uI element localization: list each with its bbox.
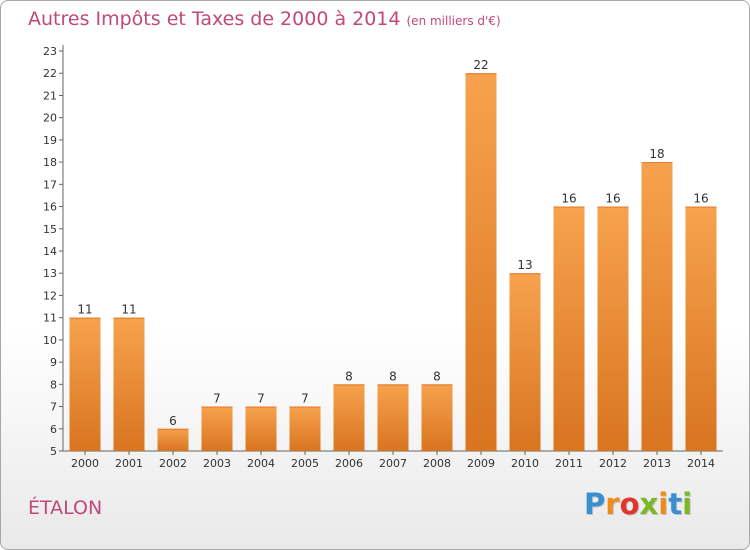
bar-value-label: 11 [121, 303, 136, 317]
x-tick-label: 2011 [555, 457, 583, 470]
x-tick-label: 2009 [467, 457, 495, 470]
bar [245, 406, 277, 451]
x-tick-label: 2004 [247, 457, 275, 470]
x-tick-label: 2007 [379, 457, 407, 470]
x-tick-label: 2001 [115, 457, 143, 470]
x-tick-label: 2005 [291, 457, 319, 470]
y-tick-label: 15 [43, 223, 57, 236]
bar-value-label: 22 [473, 58, 488, 72]
y-tick-label: 19 [43, 134, 57, 147]
chart-title-text: Autres Impôts et Taxes de 2000 à 2014 [28, 8, 401, 30]
bar [465, 73, 497, 451]
chart-subtitle: (en milliers d'€) [406, 14, 501, 28]
bar [641, 162, 673, 451]
bar [553, 206, 585, 451]
logo-letter: r [605, 487, 620, 521]
y-tick-label: 18 [43, 156, 57, 169]
x-tick-label: 2003 [203, 457, 231, 470]
y-tick-label: 20 [43, 112, 57, 125]
y-tick-label: 12 [43, 289, 57, 302]
x-tick-label: 2002 [159, 457, 187, 470]
bar [113, 317, 145, 451]
bar [201, 406, 233, 451]
bar-value-label: 18 [649, 147, 664, 161]
bar-value-label: 16 [605, 192, 620, 206]
x-tick-label: 2008 [423, 457, 451, 470]
y-tick-label: 8 [50, 378, 57, 391]
chart-title: Autres Impôts et Taxes de 2000 à 2014 (en… [28, 8, 501, 30]
logo-letter: o [619, 487, 640, 521]
logo-letter: i [682, 487, 693, 521]
bar-value-label: 8 [389, 369, 397, 383]
logo-letter: t [668, 487, 683, 521]
y-tick-label: 9 [50, 356, 57, 369]
place-name: ÉTALON [28, 497, 103, 519]
bar-value-label: 8 [345, 369, 353, 383]
bar [421, 384, 453, 451]
y-tick-label: 5 [50, 445, 57, 458]
bar [597, 206, 629, 451]
bar [289, 406, 321, 451]
bar-value-label: 7 [257, 392, 265, 406]
bar [377, 384, 409, 451]
x-tick-label: 2010 [511, 457, 539, 470]
y-tick-label: 17 [43, 178, 57, 191]
logo-letter: P [584, 487, 606, 521]
x-tick-label: 2013 [643, 457, 671, 470]
bar-value-label: 13 [517, 258, 532, 272]
bar-value-label: 16 [561, 192, 576, 206]
y-tick-label: 6 [50, 423, 57, 436]
y-tick-label: 14 [43, 245, 57, 258]
logo-letter: x [639, 487, 659, 521]
y-tick-label: 21 [43, 89, 57, 102]
bar-value-label: 6 [169, 414, 177, 428]
bar-value-label: 7 [301, 392, 309, 406]
logo-letter: i [658, 487, 669, 521]
bar-value-label: 8 [433, 369, 441, 383]
bar [509, 273, 541, 451]
y-tick-label: 10 [43, 334, 57, 347]
bar-value-label: 7 [213, 392, 221, 406]
bar [157, 428, 189, 451]
x-tick-label: 2000 [71, 457, 99, 470]
y-tick-label: 13 [43, 267, 57, 280]
y-tick-label: 22 [43, 67, 57, 80]
bar [69, 317, 101, 451]
y-tick-label: 16 [43, 201, 57, 214]
proxiti-logo: Proxiti [584, 487, 692, 521]
y-tick-label: 7 [50, 401, 57, 414]
bar [333, 384, 365, 451]
x-tick-label: 2006 [335, 457, 363, 470]
bar [685, 206, 717, 451]
y-tick-label: 23 [43, 45, 57, 58]
y-tick-label: 11 [43, 312, 57, 325]
x-tick-label: 2012 [599, 457, 627, 470]
x-tick-label: 2014 [687, 457, 715, 470]
bar-value-label: 16 [693, 192, 708, 206]
bar-value-label: 11 [77, 303, 92, 317]
